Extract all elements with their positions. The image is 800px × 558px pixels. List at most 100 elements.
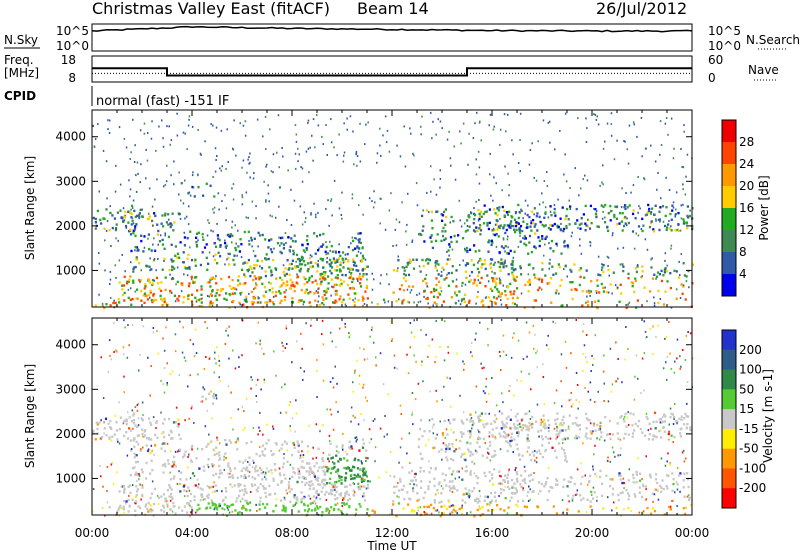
noise-cell (670, 506, 672, 508)
echo-cell (437, 233, 439, 235)
noise-cell (513, 451, 515, 453)
noise-cell (425, 334, 427, 336)
echo-cell (399, 478, 401, 480)
echo-cell (681, 416, 683, 418)
echo-cell (131, 205, 133, 207)
echo-cell (216, 289, 218, 291)
echo-cell (601, 266, 603, 268)
noise-cell (548, 122, 550, 124)
noise-cell (398, 256, 400, 258)
noise-cell (521, 380, 523, 382)
echo-cell (304, 283, 306, 285)
echo-cell (189, 231, 191, 233)
echo-cell (334, 300, 336, 302)
noise-cell (150, 508, 152, 510)
noise-cell (276, 498, 278, 500)
noise-cell (521, 293, 523, 295)
echo-cell (115, 302, 117, 304)
echo-cell (499, 508, 501, 510)
echo-cell (287, 259, 289, 261)
noise-cell (457, 512, 459, 514)
noise-cell (116, 471, 118, 473)
echo-cell (179, 478, 181, 480)
noise-cell (669, 464, 671, 466)
echo-cell (357, 269, 359, 271)
noise-cell (224, 194, 226, 196)
noise-cell (556, 389, 558, 391)
noise-cell (657, 325, 659, 327)
noise-cell (476, 386, 478, 388)
echo-cell (658, 229, 660, 231)
echo-cell (405, 280, 407, 282)
echo-cell (688, 499, 690, 501)
echo-cell (444, 230, 446, 232)
noise-cell (608, 400, 610, 402)
echo-cell (347, 253, 349, 255)
echo-cell (556, 412, 558, 414)
echo-cell (563, 449, 565, 451)
noise-cell (596, 292, 598, 294)
echo-cell (511, 216, 513, 218)
echo-cell (123, 508, 125, 510)
echo-cell (618, 472, 620, 474)
echo-cell (460, 456, 462, 458)
noise-cell (245, 135, 247, 137)
echo-cell (331, 245, 333, 247)
noise-cell (534, 450, 536, 452)
noise-cell (443, 269, 445, 271)
noise-cell (354, 372, 356, 374)
echo-cell (335, 290, 337, 292)
echo-cell (438, 273, 440, 275)
noise-cell (663, 221, 665, 223)
noise-cell (329, 510, 331, 512)
noise-cell (620, 454, 622, 456)
echo-cell (429, 481, 431, 483)
noise-cell (419, 265, 421, 267)
noise-cell (570, 352, 572, 354)
noise-cell (390, 475, 392, 477)
echo-cell (219, 469, 221, 471)
echo-cell (132, 232, 134, 234)
echo-cell (282, 509, 284, 511)
echo-cell (210, 440, 212, 442)
noise-cell (409, 432, 411, 434)
echo-cell (482, 304, 484, 306)
noise-cell (325, 253, 327, 255)
noise-cell (410, 346, 412, 348)
echo-cell (612, 488, 614, 490)
echo-cell (683, 473, 685, 475)
echo-cell (202, 488, 204, 490)
echo-cell (325, 491, 327, 493)
echo-cell (667, 223, 669, 225)
echo-cell (638, 420, 640, 422)
echo-cell (535, 247, 537, 249)
echo-cell (594, 301, 596, 303)
echo-cell (242, 461, 244, 463)
noise-cell (435, 134, 437, 136)
echo-cell (516, 419, 518, 421)
noise-cell (268, 200, 270, 202)
echo-cell (146, 508, 148, 510)
noise-cell (479, 166, 481, 168)
echo-cell (132, 220, 134, 222)
echo-cell (652, 438, 654, 440)
echo-cell (299, 269, 301, 271)
noise-cell (541, 289, 543, 291)
noise-cell (183, 273, 185, 275)
echo-cell (194, 259, 196, 261)
echo-cell (603, 290, 605, 292)
echo-cell (426, 209, 428, 211)
noise-cell (213, 212, 215, 214)
noise-cell (350, 242, 352, 244)
echo-cell (683, 479, 685, 481)
echo-cell (446, 433, 448, 435)
noise-cell (272, 510, 274, 512)
echo-cell (151, 249, 153, 251)
echo-cell (297, 258, 299, 260)
noise-cell (137, 404, 139, 406)
noise-cell (500, 355, 502, 357)
noise-cell (209, 252, 211, 254)
echo-cell (251, 267, 253, 269)
noise-cell (366, 457, 368, 459)
